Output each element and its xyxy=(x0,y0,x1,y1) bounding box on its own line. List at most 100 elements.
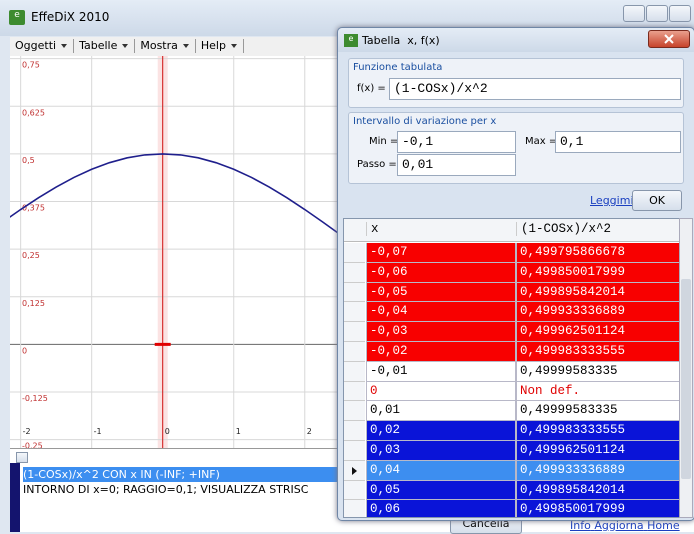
y-tick-label: -0,125 xyxy=(22,394,48,403)
y-tick-label: 0,25 xyxy=(22,251,40,260)
scrollbar[interactable] xyxy=(679,218,693,518)
function-group: Funzione tabulata f(x) = (1-COSx)/x^2 xyxy=(348,58,684,108)
collapse-button[interactable] xyxy=(16,452,28,463)
interval-group: Intervallo di variazione per x Min = -0,… xyxy=(348,112,684,184)
table-cell: 0,05 xyxy=(366,480,516,501)
row-header xyxy=(344,421,365,441)
menu-item[interactable]: Oggetti xyxy=(10,39,75,53)
step-input[interactable]: 0,01 xyxy=(397,154,516,176)
table-cell: 0 xyxy=(366,381,516,402)
step-label: Passo = xyxy=(357,159,397,170)
row-header xyxy=(344,381,365,402)
close-button[interactable] xyxy=(669,5,691,22)
table-cell: -0,04 xyxy=(366,302,516,323)
table-dialog: e Tabella x, f(x) Funzione tabulata f(x)… xyxy=(337,27,694,521)
row-header xyxy=(344,480,365,501)
table-cell: 0,06 xyxy=(366,500,516,517)
max-input[interactable]: 0,1 xyxy=(555,131,681,153)
y-tick-label: -0,25 xyxy=(22,442,43,448)
x-tick-label: -2 xyxy=(23,427,31,436)
update-link[interactable]: Aggiorna xyxy=(594,519,644,532)
row-header xyxy=(344,500,365,517)
max-label: Max = xyxy=(525,136,558,147)
table-row[interactable]: 0 Non def. xyxy=(344,381,680,402)
row-header xyxy=(344,441,365,461)
row-header xyxy=(344,302,365,323)
command-line[interactable]: INTORNO DI x=0; RAGGIO=0,1; VISUALIZZA S… xyxy=(23,483,309,496)
window-title: EffeDiX 2010 xyxy=(31,10,110,24)
y-tick-label: 0 xyxy=(22,346,27,355)
y-tick-label: 0,125 xyxy=(22,299,45,308)
min-label: Min = xyxy=(369,136,399,147)
table-row[interactable]: 0,01 0,49999583335 xyxy=(344,401,680,422)
min-input[interactable]: -0,1 xyxy=(397,131,516,153)
panel-bar xyxy=(10,463,20,532)
table-row[interactable]: -0,07 0,499795866678 xyxy=(344,243,680,263)
menu-item[interactable]: Mostra xyxy=(135,39,196,53)
row-indicator xyxy=(352,466,361,475)
table-cell: -0,03 xyxy=(366,322,516,342)
table-cell: 0,02 xyxy=(366,421,516,441)
command-line[interactable]: (1-COSx)/x^2 CON x IN (-INF; +INF) xyxy=(23,467,353,482)
table-row[interactable]: -0,03 0,499962501124 xyxy=(344,322,680,342)
table-cell: 0,499983333555 xyxy=(516,421,680,441)
table-cell: 0,499933336889 xyxy=(516,460,680,481)
ok-button[interactable]: OK xyxy=(632,190,682,211)
function-label: f(x) = xyxy=(357,83,386,94)
function-curve xyxy=(10,153,341,236)
table-cell: 0,499895842014 xyxy=(516,480,680,501)
table-cell: 0,499933336889 xyxy=(516,302,680,323)
x-tick-label: 2 xyxy=(307,427,312,436)
table-row[interactable]: -0,04 0,499933336889 xyxy=(344,302,680,323)
table-cell: -0,06 xyxy=(366,262,516,283)
table-row[interactable]: -0,06 0,499850017999 xyxy=(344,262,680,283)
row-header xyxy=(344,342,365,362)
row-header xyxy=(344,401,365,422)
row-header xyxy=(344,262,365,283)
table-row[interactable]: -0,01 0,49999583335 xyxy=(344,361,680,382)
table-cell: 0,499962501124 xyxy=(516,322,680,342)
function-input[interactable]: (1-COSx)/x^2 xyxy=(389,78,681,100)
table-row[interactable]: 0,06 0,499850017999 xyxy=(344,500,680,517)
readme-link[interactable]: Leggimi xyxy=(590,194,634,207)
row-header xyxy=(344,243,365,263)
group-title: Funzione tabulata xyxy=(353,62,443,73)
menu-item[interactable]: Help xyxy=(196,39,244,53)
table-row[interactable]: 0,04 0,499933336889 xyxy=(344,460,680,481)
column-header: x xyxy=(366,222,516,236)
table-cell: 0,499795866678 xyxy=(516,243,680,263)
x-tick-label: 1 xyxy=(236,427,241,436)
x-tick-label: -1 xyxy=(94,427,102,436)
group-title: Intervallo di variazione per x xyxy=(353,116,497,127)
table-cell: 0,499850017999 xyxy=(516,262,680,283)
table-cell: Non def. xyxy=(516,381,680,402)
table-cell: -0,07 xyxy=(366,243,516,263)
table-row[interactable]: 0,03 0,499962501124 xyxy=(344,441,680,461)
scroll-thumb[interactable] xyxy=(681,279,691,479)
link-bar: Info Aggiorna Home xyxy=(570,519,680,532)
row-header xyxy=(344,322,365,342)
table-cell: 0,49999583335 xyxy=(516,401,680,422)
y-tick-label: 0,75 xyxy=(22,61,40,70)
app-icon: e xyxy=(9,10,25,25)
table-cell: -0,01 xyxy=(366,361,516,382)
table-cell: 0,03 xyxy=(366,441,516,461)
home-link[interactable]: Home xyxy=(647,519,680,532)
table-row[interactable]: 0,05 0,499895842014 xyxy=(344,480,680,501)
maximize-button[interactable] xyxy=(646,5,668,22)
menu-item[interactable]: Tabelle xyxy=(74,39,136,53)
table-cell: 0,499983333555 xyxy=(516,342,680,362)
y-tick-label: 0,5 xyxy=(22,156,35,165)
info-link[interactable]: Info xyxy=(570,519,591,532)
column-header: (1-COSx)/x^2 xyxy=(516,222,680,236)
minimize-button[interactable] xyxy=(623,5,645,22)
dialog-close-button[interactable] xyxy=(648,30,690,48)
data-table: x (1-COSx)/x^2 -0,07 0,499795866678 -0,06 0,4… xyxy=(343,218,681,518)
table-row[interactable]: 0,02 0,499983333555 xyxy=(344,421,680,441)
table-cell: 0,01 xyxy=(366,401,516,422)
table-row[interactable]: -0,05 0,499895842014 xyxy=(344,282,680,303)
row-header xyxy=(344,282,365,303)
table-row[interactable]: -0,02 0,499983333555 xyxy=(344,342,680,362)
table-cell: 0,499850017999 xyxy=(516,500,680,517)
